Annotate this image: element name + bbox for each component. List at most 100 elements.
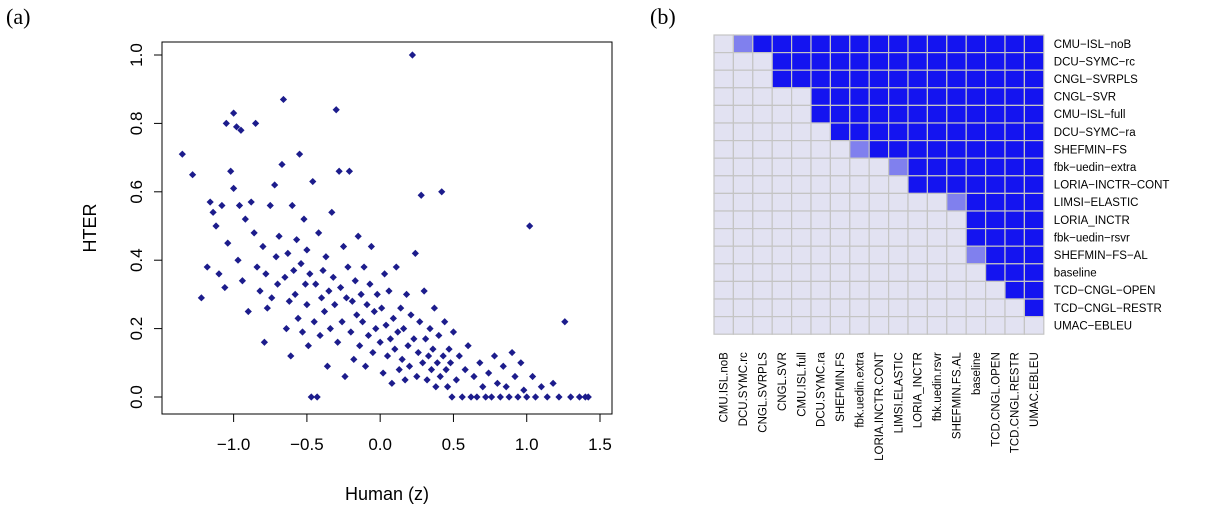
- heatmap-cell: [887, 228, 909, 247]
- heatmap-cell: [1023, 316, 1045, 335]
- heatmap-cell: [849, 122, 870, 142]
- scatter-point: [470, 372, 478, 381]
- heatmap-cell: [926, 34, 948, 54]
- heatmap-cell: [732, 210, 754, 230]
- scatter-point: [369, 348, 377, 357]
- heatmap-cell: [829, 245, 851, 265]
- heatmap-cell: [946, 140, 967, 159]
- heatmap-cell: [752, 192, 773, 212]
- heatmap-cell: [849, 192, 870, 212]
- scatter-point: [496, 393, 504, 401]
- scatter-point: [435, 331, 443, 340]
- heatmap-cell: [907, 192, 928, 212]
- heatmap-cell: [946, 316, 967, 335]
- scatter-point: [325, 287, 333, 295]
- heatmap-cell: [868, 245, 890, 265]
- x-tick-label: 0.5: [442, 435, 466, 454]
- heatmap-cell: [829, 87, 851, 107]
- scatter-point: [334, 338, 342, 346]
- heatmap-cell: [849, 87, 870, 107]
- heatmap-cell: [907, 228, 928, 247]
- scatter-point: [290, 266, 298, 275]
- heatmap-cell: [752, 122, 773, 142]
- heatmap-cell: [790, 192, 812, 212]
- heatmap-row-label: UMAC−EBLEU: [1054, 320, 1132, 332]
- heatmap-row-label: CMU−ISL−full: [1054, 109, 1126, 121]
- heatmap-cell: [849, 34, 870, 54]
- scatter-point: [263, 304, 271, 312]
- heatmap-cell: [810, 51, 831, 71]
- heatmap-cell: [849, 316, 870, 335]
- heatmap-cell: [790, 245, 812, 265]
- heatmap-col-label: fbk.uedin.extra: [855, 352, 867, 428]
- heatmap-cell: [926, 122, 948, 142]
- scatter-point: [354, 232, 362, 240]
- panel-label-b: (b): [650, 4, 676, 29]
- scatter-point: [502, 383, 510, 391]
- scatter-point: [279, 95, 288, 104]
- heatmap-cell: [771, 34, 793, 54]
- heatmap-cell: [965, 69, 987, 89]
- heatmap-cell: [984, 122, 1006, 142]
- scatter-point: [287, 352, 295, 360]
- heatmap-row-label: TCD−CNGL−RESTR: [1054, 303, 1162, 315]
- heatmap-cell: [868, 140, 890, 159]
- scatter-point: [392, 263, 400, 271]
- heatmap-cell: [907, 316, 928, 335]
- scatter-point: [452, 376, 460, 384]
- heatmap-cell: [1023, 140, 1045, 159]
- heatmap-cell: [907, 122, 928, 142]
- heatmap-cell: [790, 140, 812, 159]
- heatmap-cell: [887, 34, 909, 54]
- y-tick-label: 0.8: [127, 112, 146, 136]
- scatter-point: [448, 393, 456, 401]
- heatmap-cell: [1004, 228, 1025, 247]
- heatmap-cell: [810, 104, 831, 124]
- scatter-point: [479, 383, 487, 391]
- y-tick-label: 0.0: [127, 385, 146, 409]
- heatmap-cell: [829, 140, 851, 159]
- heatmap-cell: [732, 34, 754, 54]
- y-tick-label: 0.4: [127, 248, 146, 272]
- heatmap-cell: [752, 298, 773, 318]
- heatmap-cell: [771, 69, 793, 89]
- scatter-point: [520, 386, 528, 394]
- scatter-point: [443, 383, 452, 391]
- scatter-point: [476, 359, 484, 367]
- heatmap-cell: [752, 69, 773, 89]
- scatter-point: [218, 201, 226, 210]
- scatter-point: [379, 369, 387, 377]
- scatter-point: [398, 355, 406, 363]
- heatmap-row-labels: CMU−ISL−noB DCU−SYMC−rc CNGL−SVRPLS CNGL−SV…: [1054, 39, 1170, 333]
- scatter-point: [344, 263, 352, 271]
- scatter-point: [227, 167, 235, 175]
- scatter-point: [309, 177, 317, 186]
- heatmap-col-label: baseline: [971, 352, 983, 395]
- heatmap-cell: [1004, 192, 1025, 212]
- heatmap-row-label: CNGL−SVR: [1054, 92, 1116, 104]
- heatmap-cell: [965, 192, 987, 212]
- scatter-point: [487, 393, 496, 401]
- scatter-point: [414, 348, 422, 357]
- heatmap-cell: [965, 210, 987, 230]
- heatmap-cell: [946, 157, 967, 177]
- scatter-point: [420, 287, 428, 295]
- scatter-point: [407, 311, 415, 319]
- heatmap-cell: [752, 104, 773, 124]
- scatter-point: [543, 393, 551, 401]
- scatter-point: [315, 229, 323, 237]
- scatter-point: [402, 290, 411, 298]
- scatter-point: [517, 359, 525, 367]
- scatter-point: [555, 393, 563, 401]
- heatmap-cell: [732, 157, 754, 177]
- scatter-point: [485, 369, 493, 377]
- heatmap-cell: [810, 175, 831, 195]
- scatter-point: [356, 342, 364, 350]
- scatter-point: [436, 372, 444, 381]
- heatmap-cell: [810, 157, 831, 177]
- heatmap-cell: [829, 122, 851, 142]
- heatmap-col-label: LIMSI.ELASTIC: [893, 352, 905, 433]
- heatmap-row-label: baseline: [1054, 268, 1097, 280]
- scatter-point: [303, 301, 311, 309]
- heatmap-row-label: DCU−SYMC−ra: [1054, 127, 1136, 139]
